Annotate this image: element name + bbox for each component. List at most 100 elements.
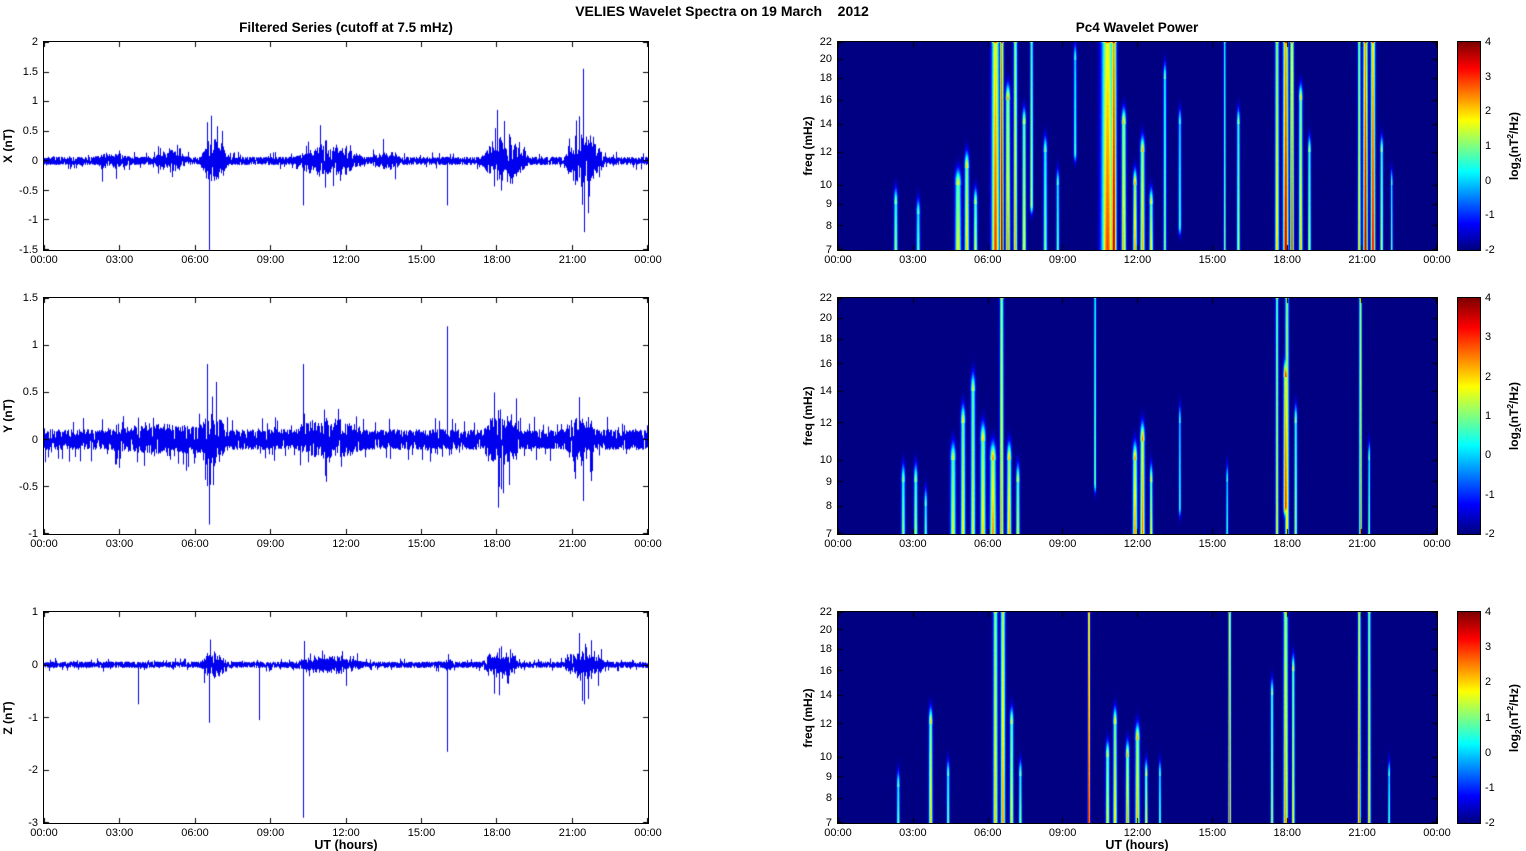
x-series-canvas [44,42,648,250]
colorbar-2 [1457,611,1481,824]
y-wavelet-ytick-label: 10 [819,454,832,467]
y-wavelet-canvas [838,298,1437,534]
z-series-xtick-label: 21:00 [558,827,587,839]
x-wavelet-xtick-label: 09:00 [1048,254,1077,266]
z-wavelet-xtick-label: 00:00 [1423,827,1451,839]
y-wavelet-xtick-label: 06:00 [973,538,1002,550]
z-wavelet-ytick-label: 16 [819,664,832,677]
colorbar-1-tick-label: 2 [1485,370,1492,383]
x-series-ytick-label: -1 [28,214,38,227]
colorbar-1-tick-label: 4 [1485,292,1492,304]
x-wavelet-ytick-label: 7 [825,244,832,256]
x-wavelet-xtick-label: 03:00 [899,254,927,266]
y-series-xtick-label: 03:00 [105,538,134,550]
x-series-plot [43,41,649,251]
y-series-canvas [44,298,648,534]
x-series-xtick-label: 12:00 [332,254,360,266]
colorbar-0-label: log2(nT2/Hz) [1504,111,1524,181]
x-series-ytick-label: 1.5 [22,65,38,78]
x-series-xtick-label: 15:00 [407,254,436,266]
y-wavelet-xtick-label: 09:00 [1048,538,1077,550]
y-series-ylabel: Y (nT) [1,399,15,433]
left-xaxis-label: UT (hours) [314,838,378,851]
z-series-ytick-label: 1 [31,606,38,618]
z-wavelet-ytick-label: 18 [819,642,832,655]
z-series-xtick-label: 09:00 [256,827,285,839]
z-series-ytick-label: -1 [28,711,38,724]
x-wavelet-ytick-label: 18 [819,72,832,85]
x-wavelet-ytick-label: 8 [825,219,832,232]
x-series-xtick-label: 00:00 [30,254,58,266]
colorbar-1-label: log2(nT2/Hz) [1504,381,1524,451]
colorbar-1-tick-label: 0 [1485,449,1492,462]
z-series-plot [43,611,649,824]
y-wavelet-xtick-label: 00:00 [824,538,852,550]
y-wavelet-ytick-label: 14 [819,385,832,398]
z-wavelet-ytick-label: 14 [819,689,832,702]
x-wavelet-ytick-label: 14 [819,118,832,131]
colorbar-0-tick-label: 3 [1485,70,1492,83]
x-wavelet-canvas [838,42,1437,250]
colorbar-2-tick-label: -1 [1485,781,1495,794]
x-series-ytick-label: 1 [31,95,38,108]
right-xaxis-label: UT (hours) [1105,838,1169,851]
z-series-xtick-label: 03:00 [105,827,134,839]
z-wavelet-xtick-label: 18:00 [1273,827,1302,839]
z-wavelet-ytick-label: 10 [819,751,832,764]
x-wavelet-xtick-label: 21:00 [1348,254,1376,266]
colorbar-2-tick-label: 3 [1485,641,1492,654]
z-wavelet-xtick-label: 09:00 [1048,827,1077,839]
colorbar-1-tick-label: 1 [1485,410,1492,422]
y-wavelet-xtick-label: 15:00 [1198,538,1227,550]
y-series-xtick-label: 09:00 [256,538,285,550]
colorbar-1-tick-label: 3 [1485,331,1492,344]
y-wavelet-ytick-label: 9 [825,476,832,489]
x-series-xtick-label: 06:00 [181,254,209,266]
y-series-xtick-label: 06:00 [181,538,209,550]
y-wavelet-ytick-label: 22 [819,292,832,304]
y-series-xtick-label: 00:00 [634,538,662,550]
z-wavelet-ytick-label: 7 [825,817,832,829]
colorbar-1-tick-label: -1 [1485,488,1495,501]
x-series-ytick-label: -0.5 [19,184,38,197]
x-wavelet-ytick-label: 12 [819,146,832,159]
x-wavelet-ytick-label: 9 [825,198,832,211]
colorbar-0-tick-label: -2 [1485,244,1495,256]
z-series-xtick-label: 06:00 [181,827,209,839]
z-wavelet-plot [837,611,1438,824]
x-wavelet-plot [837,41,1438,251]
left-column-title: Filtered Series (cutoff at 7.5 mHz) [239,20,453,35]
right-column-title: Pc4 Wavelet Power [1075,20,1199,35]
z-series-xtick-label: 00:00 [634,827,662,839]
y-wavelet-ytick-label: 18 [819,333,832,346]
y-wavelet-xtick-label: 21:00 [1348,538,1376,550]
colorbar-2-label: log2(nT2/Hz) [1504,683,1524,752]
x-series-xtick-label: 03:00 [105,254,134,266]
colorbar-0-tick-label: 1 [1485,140,1492,152]
x-series-ytick-label: 2 [31,36,38,48]
y-wavelet-ytick-label: 8 [825,500,832,513]
x-wavelet-xtick-label: 00:00 [824,254,852,266]
x-series-xtick-label: 00:00 [634,254,662,266]
colorbar-0-tick-label: 2 [1485,105,1492,118]
z-wavelet-canvas [838,612,1437,823]
colorbar-1-canvas [1458,298,1480,534]
z-wavelet-ytick-label: 9 [825,770,832,783]
y-series-ytick-label: 1 [31,339,38,352]
z-wavelet-ytick-label: 22 [819,606,832,618]
y-wavelet-xtick-label: 00:00 [1423,538,1451,550]
z-wavelet-xtick-label: 21:00 [1348,827,1376,839]
y-series-xtick-label: 12:00 [332,538,360,550]
colorbar-2-canvas [1458,612,1480,823]
y-wavelet-ytick-label: 7 [825,528,832,540]
z-wavelet-xtick-label: 06:00 [973,827,1002,839]
y-wavelet-xtick-label: 18:00 [1273,538,1302,550]
colorbar-0-tick-label: -1 [1485,209,1495,222]
x-series-ytick-label: 0 [31,154,38,167]
x-series-xtick-label: 09:00 [256,254,285,266]
y-series-xtick-label: 00:00 [30,538,58,550]
y-wavelet-ytick-label: 12 [819,416,832,429]
x-wavelet-xtick-label: 00:00 [1423,254,1451,266]
y-wavelet-ytick-label: 16 [819,357,832,370]
y-series-ytick-label: -0.5 [19,480,38,493]
